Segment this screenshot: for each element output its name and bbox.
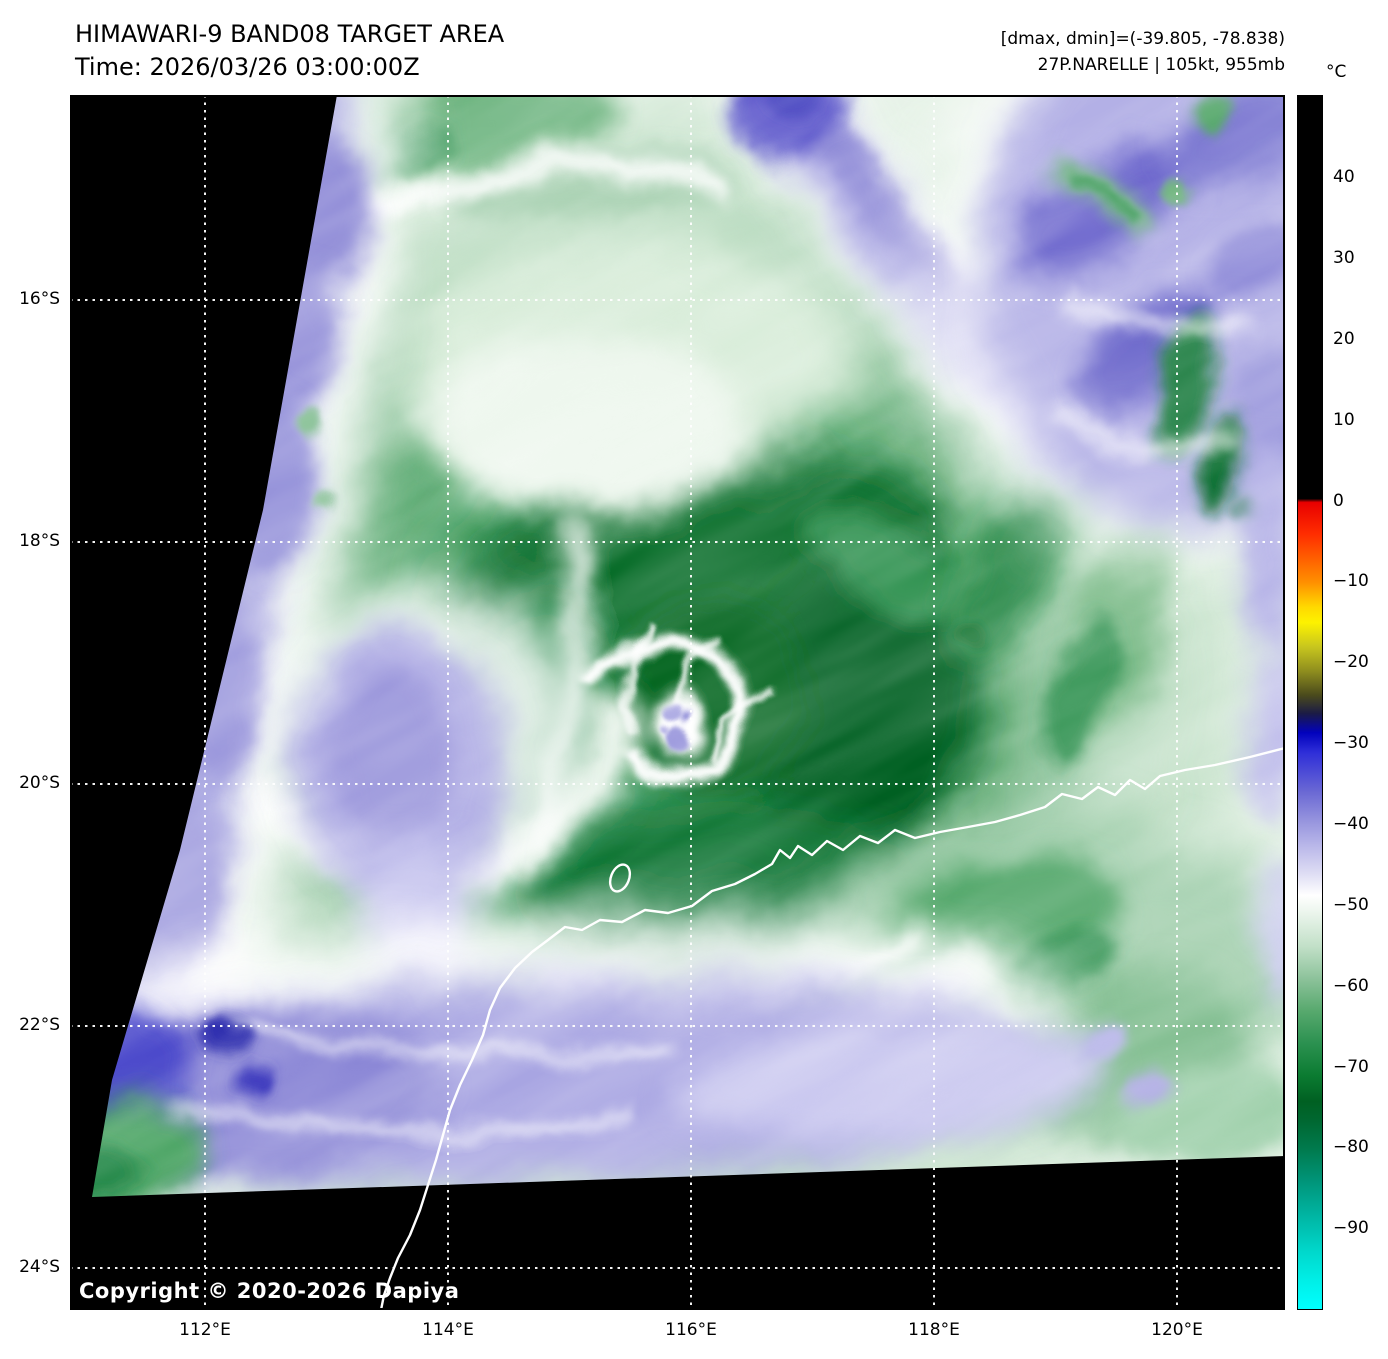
lat-label-22s: 22°S [19, 1015, 60, 1035]
lon-label-112e: 112°E [179, 1320, 231, 1340]
dmax-dmin-readout: [dmax, dmin]=(-39.805, -78.838) [1000, 29, 1285, 49]
lon-label-120e: 120°E [1151, 1320, 1203, 1340]
coastline-path [379, 746, 1285, 1310]
annotation-block: [dmax, dmin]=(-39.805, -78.838) 27P.NAREL… [1001, 26, 1285, 78]
lat-label-24s: 24°S [19, 1257, 60, 1277]
satellite-map [70, 95, 1285, 1310]
page-title: HIMAWARI-9 BAND08 TARGET AREA Time: 2026/… [75, 18, 504, 84]
cb-tick-m40: −40 [1333, 814, 1369, 834]
cb-tick-m50: −50 [1333, 895, 1369, 915]
lon-label-114e: 114°E [422, 1320, 474, 1340]
cb-tick-0: 0 [1333, 491, 1344, 511]
map-border [70, 95, 1285, 1310]
cb-tick-m60: −60 [1333, 976, 1369, 996]
cb-tick-m70: −70 [1333, 1057, 1369, 1077]
cb-tick-10: 10 [1333, 410, 1355, 430]
colorbar-unit: °C [1326, 62, 1347, 82]
cb-tick-m10: −10 [1333, 571, 1369, 591]
cb-tick-40: 40 [1333, 167, 1355, 187]
lon-label-116e: 116°E [665, 1320, 717, 1340]
temperature-colorbar [1297, 95, 1323, 1310]
cb-tick-m20: −20 [1333, 652, 1369, 672]
island-outline [608, 863, 632, 893]
grid-lines [70, 95, 1285, 1310]
storm-info: 27P.NARELLE | 105kt, 955mb [1037, 55, 1285, 75]
lon-label-118e: 118°E [908, 1320, 960, 1340]
cb-tick-m90: −90 [1333, 1218, 1369, 1238]
cb-tick-m80: −80 [1333, 1137, 1369, 1157]
cyclone-imagery [70, 95, 1285, 1310]
lat-label-20s: 20°S [19, 773, 60, 793]
cb-tick-20: 20 [1333, 329, 1355, 349]
cb-tick-30: 30 [1333, 248, 1355, 268]
lat-label-16s: 16°S [19, 289, 60, 309]
copyright-text: Copyright © 2020-2026 Dapiya [79, 1279, 460, 1303]
timestamp: Time: 2026/03/26 03:00:00Z [75, 53, 420, 81]
lat-label-18s: 18°S [19, 531, 60, 551]
cb-tick-m30: −30 [1333, 733, 1369, 753]
product-title: HIMAWARI-9 BAND08 TARGET AREA [75, 20, 505, 48]
